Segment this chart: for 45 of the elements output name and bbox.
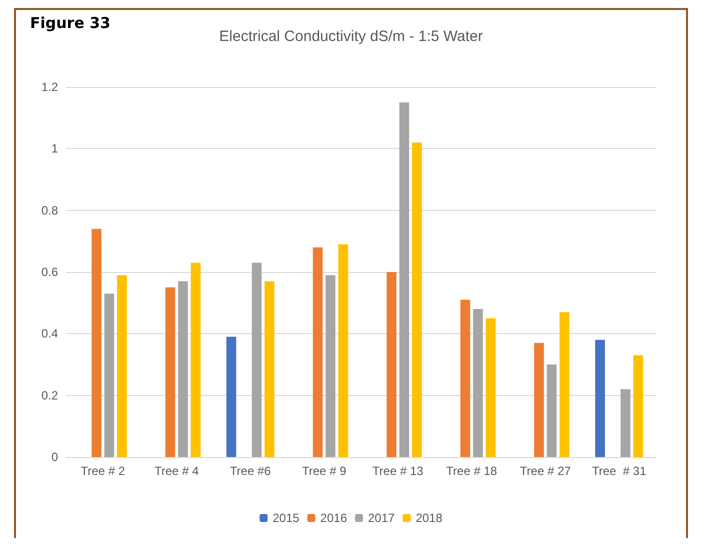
bar [104,294,114,457]
y-tick-label: 0 [51,450,58,464]
y-tick-label: 0.6 [41,265,58,279]
bar [252,262,262,457]
x-tick-label: Tree # 31 [592,464,647,478]
y-tick-label: 0.8 [41,203,58,218]
x-tick-label: Tree #6 [230,464,272,478]
bar [92,228,102,457]
bar [412,142,422,457]
bar [546,364,557,457]
bar [165,287,176,457]
y-tick-label: 1.2 [41,80,58,94]
x-tick-label: Tree # 13 [372,464,424,478]
x-tick-label: Tree # 9 [302,464,347,478]
bar [460,300,470,457]
bar [399,102,410,457]
legend-label: 2016 [320,511,348,525]
bar [560,312,570,457]
caption: Figure 33 [30,14,110,32]
y-tick-label: 1 [51,142,58,156]
x-tick-label: Tree # 2 [80,464,126,478]
x-tick-label: Tree # 27 [520,464,572,478]
bar [338,244,348,457]
legend-label: 2015 [272,511,300,525]
chart-title: Electrical Conductivity dS/m - 1:5 Water [219,28,483,45]
bar [595,340,605,457]
bar [312,247,323,457]
bar [620,389,630,457]
x-tick-label: Tree # 4 [154,464,200,478]
bar [486,318,496,457]
bar [534,342,544,457]
bar [326,275,336,457]
bar [473,309,483,457]
y-tick-label: 0.4 [41,326,58,341]
bar [117,275,127,457]
legend-label: 2018 [416,511,443,525]
legend-label: 2017 [368,511,396,525]
bar [190,262,201,457]
bar [226,336,236,457]
bar [178,281,188,457]
bar [386,272,396,457]
bar [264,281,274,457]
x-tick-label: Tree # 18 [446,464,498,478]
y-tick-label: 0.2 [41,388,58,402]
bar [633,355,644,457]
